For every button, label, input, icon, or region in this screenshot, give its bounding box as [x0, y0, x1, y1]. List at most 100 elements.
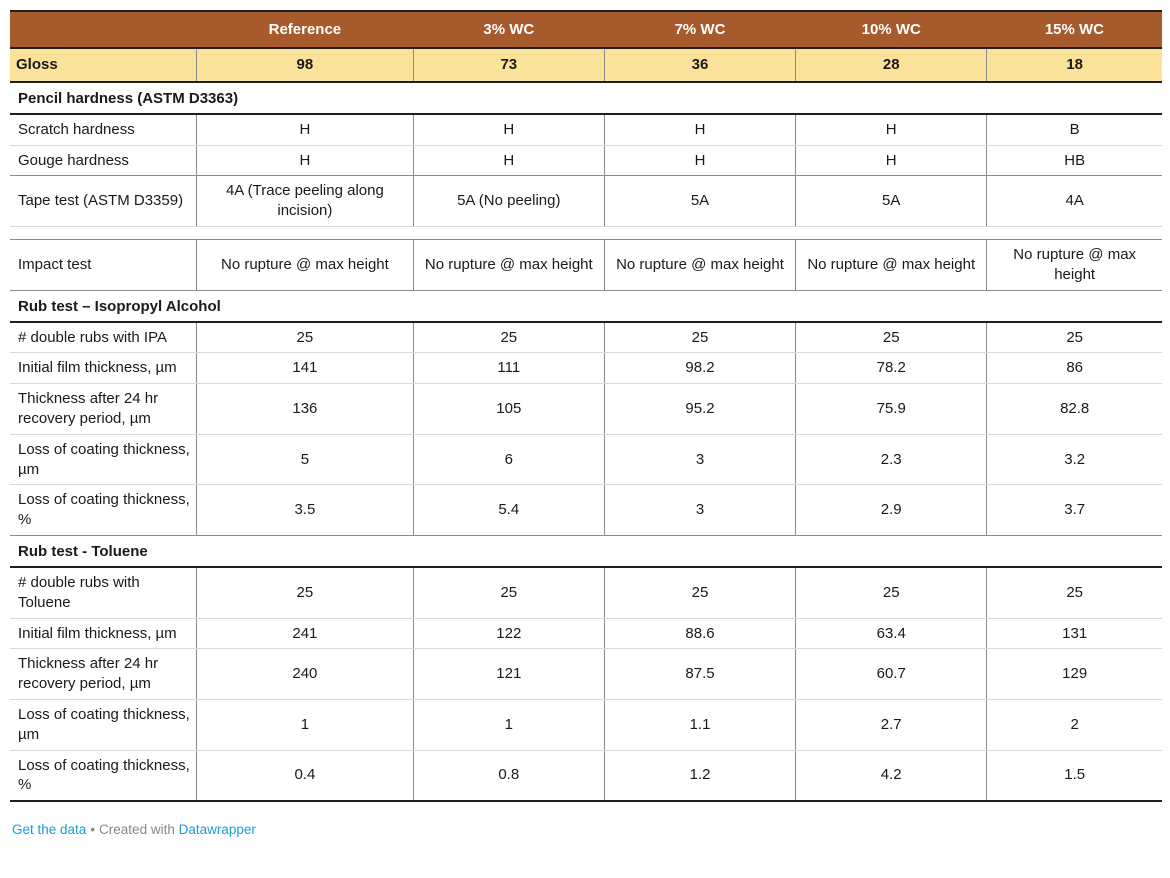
- spacer-cell: [10, 226, 1162, 240]
- cell-value: 3: [603, 484, 796, 536]
- cell-value: H: [795, 113, 987, 146]
- spacer-row: [10, 226, 1162, 240]
- column-header-blank: [10, 10, 197, 49]
- table-row: Loss of coating thickness, µm 5 6 3 2.3 3.2: [10, 434, 1162, 486]
- cell-value: 25: [196, 566, 414, 619]
- cell-value: 1.5: [986, 750, 1162, 803]
- attribution-footer: Get the data • Created with Datawrapper: [12, 822, 1162, 837]
- cell-value: 5A: [795, 175, 987, 227]
- cell-value: H: [412, 145, 605, 177]
- cell-value: 121: [412, 648, 605, 700]
- cell-value: 95.2: [603, 383, 796, 435]
- table-row: # double rubs with IPA 25 25 25 25 25: [10, 321, 1162, 354]
- table-row: Tape test (ASTM D3359) 4A (Trace peeling …: [10, 175, 1162, 227]
- cell-value: 5.4: [412, 484, 605, 536]
- cell-value: 25: [196, 321, 414, 354]
- cell-value: 5A (No peeling): [412, 175, 605, 227]
- cell-value: No rupture @ max height: [412, 239, 605, 291]
- cell-value: B: [986, 113, 1162, 146]
- table-row: Gouge hardness H H H H HB: [10, 145, 1162, 177]
- cell-value: 87.5: [603, 648, 796, 700]
- cell-value: 63.4: [795, 618, 987, 650]
- cell-value: 111: [412, 352, 605, 385]
- cell-value: 5: [196, 434, 414, 486]
- cell-value: 4.2: [795, 750, 987, 803]
- section-header-row: Rub test - Toluene: [10, 535, 1162, 568]
- cell-value: 86: [986, 352, 1162, 385]
- cell-value: 28: [795, 48, 987, 83]
- section-title: Rub test – Isopropyl Alcohol: [10, 290, 1162, 323]
- table-row: Loss of coating thickness, % 0.4 0.8 1.2 4.2…: [10, 750, 1162, 803]
- gloss-row: Gloss 98 73 36 28 18: [10, 48, 1162, 83]
- section-title: Pencil hardness (ASTM D3363): [10, 81, 1162, 115]
- table-row: Impact test No rupture @ max height No rup…: [10, 239, 1162, 291]
- cell-value: 1.2: [603, 750, 796, 803]
- column-header-3wc: 3% WC: [413, 10, 605, 49]
- cell-value: 2.7: [795, 699, 987, 751]
- cell-value: No rupture @ max height: [196, 239, 414, 291]
- cell-value: 82.8: [986, 383, 1162, 435]
- cell-value: 5A: [603, 175, 796, 227]
- row-label: Loss of coating thickness, µm: [10, 434, 197, 486]
- cell-value: 73: [412, 48, 605, 83]
- cell-value: 36: [603, 48, 796, 83]
- cell-value: 136: [196, 383, 414, 435]
- cell-value: 2.9: [795, 484, 987, 536]
- cell-value: No rupture @ max height: [603, 239, 796, 291]
- column-header-15wc: 15% WC: [986, 10, 1162, 49]
- column-header-10wc: 10% WC: [795, 10, 987, 49]
- cell-value: 25: [795, 321, 987, 354]
- row-label: Loss of coating thickness, %: [10, 750, 197, 803]
- created-with-text: Created with: [99, 822, 175, 838]
- cell-value: 25: [412, 321, 605, 354]
- cell-value: H: [603, 113, 796, 146]
- cell-value: 75.9: [795, 383, 987, 435]
- table-row: # double rubs with Toluene 25 25 25 25 25: [10, 566, 1162, 619]
- footer-separator-dot: •: [90, 822, 96, 838]
- cell-value: 1: [196, 699, 414, 751]
- section-header-row: Pencil hardness (ASTM D3363): [10, 81, 1162, 115]
- cell-value: H: [412, 113, 605, 146]
- cell-value: 98: [196, 48, 414, 83]
- table-body: Gloss 98 73 36 28 18 Pencil hardness (AS…: [10, 48, 1162, 803]
- table-row: Thickness after 24 hr recovery period, µ…: [10, 648, 1162, 700]
- cell-value: 240: [196, 648, 414, 700]
- cell-value: 131: [986, 618, 1162, 650]
- section-header-row: Rub test – Isopropyl Alcohol: [10, 290, 1162, 323]
- cell-value: 2.3: [795, 434, 987, 486]
- cell-value: 18: [986, 48, 1162, 83]
- section-title: Rub test - Toluene: [10, 535, 1162, 568]
- cell-value: 0.4: [196, 750, 414, 803]
- cell-value: 25: [795, 566, 987, 619]
- cell-value: 60.7: [795, 648, 987, 700]
- table-row: Initial film thickness, µm 141 111 98.2 78.2…: [10, 352, 1162, 385]
- get-the-data-link[interactable]: Get the data: [12, 822, 87, 838]
- cell-value: H: [196, 145, 414, 177]
- cell-value: 2: [986, 699, 1162, 751]
- cell-value: 25: [603, 566, 796, 619]
- table-row: Loss of coating thickness, % 3.5 5.4 3 2.9 3.…: [10, 484, 1162, 536]
- row-label: # double rubs with Toluene: [10, 566, 197, 619]
- cell-value: H: [795, 145, 987, 177]
- column-header-row: Reference 3% WC 7% WC 10% WC 15% WC: [10, 10, 1162, 49]
- cell-value: No rupture @ max height: [795, 239, 987, 291]
- cell-value: 25: [986, 566, 1162, 619]
- datawrapper-link[interactable]: Datawrapper: [178, 822, 256, 838]
- cell-value: 1: [412, 699, 605, 751]
- cell-value: H: [196, 113, 414, 146]
- table-row: Loss of coating thickness, µm 1 1 1.1 2.7 2: [10, 699, 1162, 751]
- row-label: Thickness after 24 hr recovery period, µ…: [10, 383, 197, 435]
- cell-value: 3.7: [986, 484, 1162, 536]
- row-label: Impact test: [10, 239, 197, 291]
- cell-value: 105: [412, 383, 605, 435]
- cell-value: 25: [412, 566, 605, 619]
- cell-value: 241: [196, 618, 414, 650]
- row-label: Loss of coating thickness, µm: [10, 699, 197, 751]
- cell-value: 4A: [986, 175, 1162, 227]
- column-header-reference: Reference: [196, 10, 414, 49]
- cell-value: 141: [196, 352, 414, 385]
- coating-properties-table: Reference 3% WC 7% WC 10% WC 15% WC Glos…: [10, 10, 1162, 803]
- cell-value: 25: [603, 321, 796, 354]
- row-label: Scratch hardness: [10, 113, 197, 146]
